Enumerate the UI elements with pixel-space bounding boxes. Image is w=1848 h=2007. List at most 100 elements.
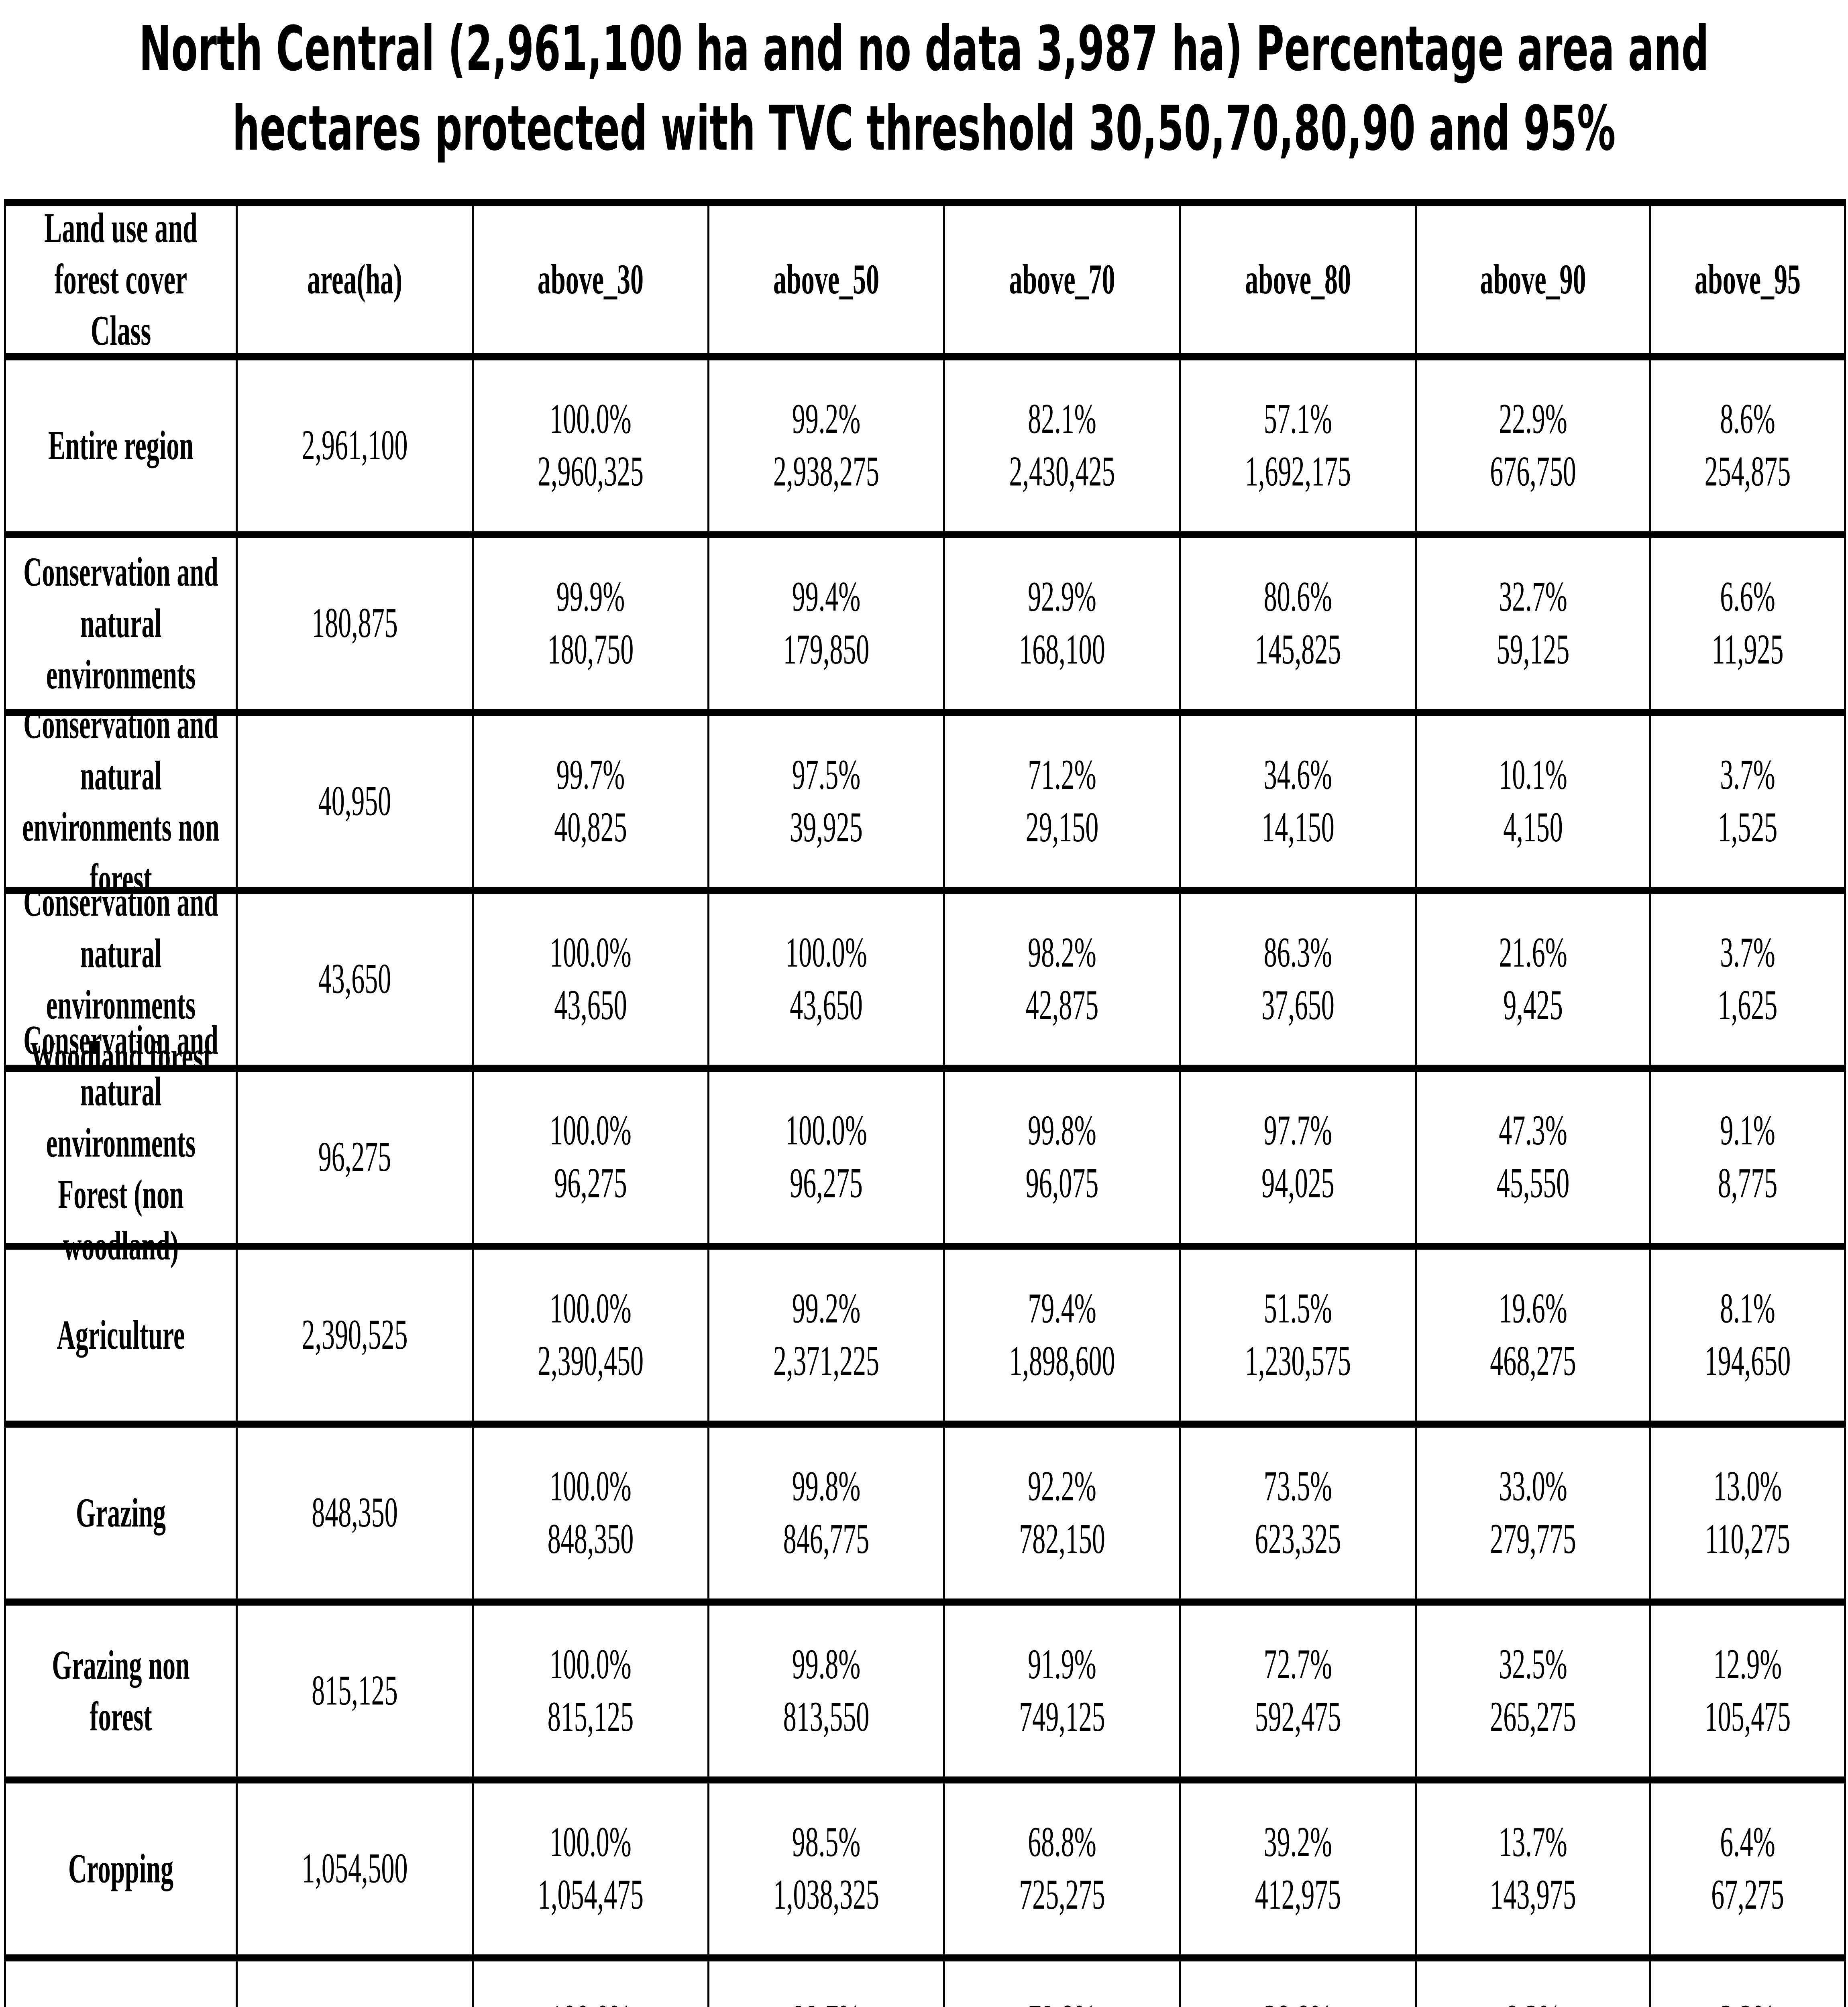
area-cell: 2,390,525 (236, 1243, 474, 1428)
hectares-value: 265,275 (1490, 1694, 1576, 1740)
threshold-cell: 32.5% 265,275 (1415, 1598, 1651, 1784)
area-value: 2,961,100 (302, 422, 408, 469)
row-label-cell: Grazing non forest (4, 1598, 238, 1784)
threshold-cell: 100.0% 815,125 (472, 1598, 709, 1784)
row-label: Conservation and natural environments (23, 549, 218, 698)
threshold-cell: 99.9% 180,750 (472, 531, 709, 716)
threshold-cell: 100.0% 2,960,325 (472, 353, 709, 538)
percent-value: 99.4% (792, 573, 861, 621)
threshold-cell: 57.1% 1,692,175 (1179, 353, 1417, 538)
hectares-value: 110,275 (1705, 1516, 1791, 1563)
page-title: North Central (2,961,100 ha and no data … (0, 9, 1848, 168)
hectares-value: 96,075 (1025, 1160, 1099, 1207)
table-row: Grazing 848,350 100.0% 848,350 99.8% 846,775 9… (4, 1421, 1846, 1606)
hectares-value: 1,038,325 (773, 1871, 879, 1919)
row-label: Agriculture (57, 1312, 185, 1358)
threshold-cell: 97.5% 39,925 (707, 709, 945, 894)
percent-value: 3.7% (1720, 751, 1775, 798)
percent-value: 3.2% (1653, 1994, 1842, 2007)
threshold-cell: 8.3%39,725 (1415, 1954, 1651, 2007)
area-cell: 1,054,500 (236, 1776, 474, 1962)
hectares-value: 179,850 (783, 626, 870, 673)
threshold-cell: 3.7% 1,625 (1649, 887, 1846, 1072)
column-header-label: area(ha) (307, 256, 403, 303)
threshold-cell: 100.0% 96,275 (472, 1065, 709, 1250)
area-cell: 815,125 (236, 1598, 474, 1784)
threshold-cell: 3.7% 1,525 (1649, 709, 1846, 894)
hectares-value: 96,275 (554, 1160, 627, 1207)
threshold-cell: 100.0%476,575 (472, 1954, 709, 2007)
threshold-cell: 99.7% 40,825 (472, 709, 709, 894)
percent-value: 92.2% (1028, 1463, 1096, 1510)
percent-value: 57.1% (1263, 395, 1333, 443)
area-cell: 2,961,100 (236, 353, 474, 538)
threshold-cell: 100.0% 848,350 (472, 1421, 709, 1606)
table-body: Entire region 2,961,100 100.0% 2,960,325 99.… (4, 353, 1846, 2007)
hectares-value: 2,938,275 (773, 448, 879, 495)
percent-value: 12.9% (1713, 1641, 1782, 1688)
hectares-value: 8,775 (1718, 1160, 1778, 1207)
hectares-value: 37,650 (1261, 982, 1335, 1029)
hectares-value: 180,750 (547, 626, 634, 673)
column-header-area: area(ha) (236, 199, 474, 360)
percent-value: 99.7% (556, 751, 625, 798)
hectares-value: 2,371,225 (773, 1337, 879, 1385)
row-label: Grazing (76, 1490, 166, 1536)
threshold-cell: 99.2% 2,938,275 (707, 353, 945, 538)
row-label-cell: Irrigation (4, 1954, 238, 2007)
threshold-cell: 82.1% 2,430,425 (943, 353, 1181, 538)
percent-value: 92.9% (1028, 573, 1096, 621)
row-label-cell: Agriculture (4, 1243, 238, 1428)
area-cell: 40,950 (236, 709, 474, 894)
threshold-cell: 39.2% 412,975 (1179, 1776, 1417, 1962)
column-header-above95: above_95 (1649, 199, 1846, 360)
percent-value: 99.9% (556, 573, 625, 621)
threshold-cell: 97.7% 94,025 (1179, 1065, 1417, 1250)
page-title-line2: hectares protected with TVC threshold 30… (232, 92, 1616, 165)
percent-value: 72.7% (1263, 1641, 1333, 1688)
area-value: 848,350 (312, 1489, 398, 1537)
hectares-value: 143,975 (1490, 1871, 1576, 1919)
threshold-cell: 99.7%475,075 (707, 1954, 945, 2007)
hectares-value: 43,650 (554, 982, 627, 1029)
percent-value: 98.2% (1028, 929, 1096, 976)
hectares-value: 40,825 (554, 804, 627, 851)
percent-value: 99.2% (792, 395, 861, 443)
percent-value: 32.5% (1499, 1641, 1567, 1688)
percent-value: 100.0% (550, 1285, 632, 1332)
column-header-class: Land use and forest cover Class (4, 199, 238, 360)
hectares-value: 14,150 (1261, 804, 1335, 851)
column-header-label: above_95 (1695, 256, 1801, 303)
threshold-cell: 99.8% 846,775 (707, 1421, 945, 1606)
hectares-value: 676,750 (1490, 448, 1576, 495)
row-label-cell: Cropping (4, 1776, 238, 1962)
percent-value: 19.6% (1499, 1285, 1567, 1332)
area-cell: 180,875 (236, 531, 474, 716)
tvc-threshold-table: Land use and forest cover Class area(ha)… (4, 199, 1846, 2007)
threshold-cell: 100.0% 1,054,475 (472, 1776, 709, 1962)
percent-value: 91.9% (1028, 1641, 1096, 1688)
threshold-cell: 6.4% 67,275 (1649, 1776, 1846, 1962)
area-value: 96,275 (318, 1134, 391, 1181)
hectares-value: 813,550 (783, 1694, 870, 1740)
threshold-cell: 10.1% 4,150 (1415, 709, 1651, 894)
row-label: Entire region (48, 422, 194, 468)
hectares-value: 846,775 (783, 1516, 870, 1563)
area-value: 1,054,500 (302, 1845, 408, 1892)
percent-value: 100.0% (550, 1107, 632, 1154)
threshold-cell: 38.8%184,975 (1179, 1954, 1417, 2007)
threshold-cell: 73.5% 623,325 (1179, 1421, 1417, 1606)
percent-value: 99.2% (792, 1285, 861, 1332)
percent-value: 3.7% (1720, 929, 1775, 976)
table-row: Conservation and natural environments Wo… (4, 879, 1846, 1079)
threshold-cell: 100.0% 43,650 (472, 887, 709, 1072)
area-value: 40,950 (318, 778, 391, 825)
hectares-value: 623,325 (1255, 1516, 1341, 1563)
percent-value: 79.4% (1028, 1285, 1096, 1332)
row-label: Conservation and natural environments no… (22, 701, 220, 901)
threshold-cell: 32.7% 59,125 (1415, 531, 1651, 716)
row-label: Grazing non forest (52, 1642, 190, 1739)
percent-value: 51.5% (1263, 1285, 1333, 1332)
threshold-cell: 12.9% 105,475 (1649, 1598, 1846, 1784)
